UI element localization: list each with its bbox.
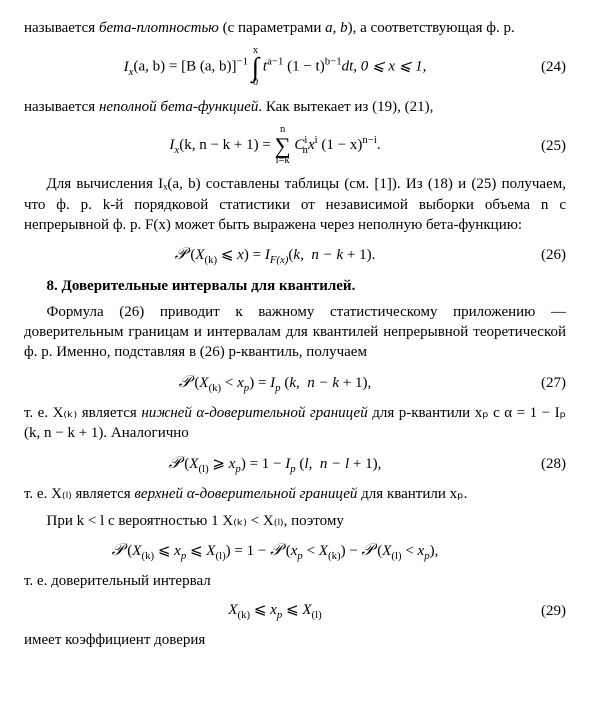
sum-icon: n ∑ i=k	[275, 125, 291, 166]
para-k-lt-l: При k < l с вероятностью 1 X₍ₖ₎ < X₍ₗ₎, …	[24, 511, 566, 531]
equation-24-number: (24)	[526, 57, 566, 77]
para-upper-bound: т. е. X₍ₗ₎ является верхней α-доверитель…	[24, 484, 566, 504]
equation-unnumbered-body: 𝒫 (X(k) ⩽ xp ⩽ X(l)) = 1 − 𝒫 (xp < X(k))…	[24, 539, 526, 564]
para-incomplete-beta: называется неполной бета-функцией. Как в…	[24, 97, 566, 117]
equation-28-body: 𝒫 (X(l) ⩾ xp) = 1 − Ip (l, n − l + 1),	[24, 452, 526, 477]
equation-24: Ix(a, b) = [B (a, b)]−1 x ∫ 0 ta−1 (1 − …	[24, 46, 566, 89]
equation-25-number: (25)	[526, 136, 566, 156]
equation-28-number: (28)	[526, 454, 566, 474]
section-8-heading: 8. Доверительные интервалы для квантилей…	[24, 276, 566, 296]
equation-24-body: Ix(a, b) = [B (a, b)]−1 x ∫ 0 ta−1 (1 − …	[24, 46, 526, 89]
equation-26: 𝒫 (X(k) ⩽ x) = IF(x)(k, n − k + 1). (26)	[24, 243, 566, 268]
para-formula-26: Формула (26) приводит к важному статисти…	[24, 302, 566, 363]
para-beta-density: называется бета-плотностью (с параметрам…	[24, 18, 566, 38]
equation-29-body: X(k) ⩽ xp ⩽ X(l)	[24, 600, 526, 623]
integral-icon: x ∫ 0	[252, 46, 259, 89]
equation-29: X(k) ⩽ xp ⩽ X(l) (29)	[24, 600, 566, 623]
equation-27-body: 𝒫 (X(k) < xp) = Ip (k, n − k + 1),	[24, 371, 526, 396]
equation-26-body: 𝒫 (X(k) ⩽ x) = IF(x)(k, n − k + 1).	[24, 243, 526, 268]
equation-25: Ix(k, n − k + 1) = n ∑ i=k Cinxi (1 − x)…	[24, 125, 566, 166]
equation-unnumbered: 𝒫 (X(k) ⩽ xp ⩽ X(l)) = 1 − 𝒫 (xp < X(k))…	[24, 539, 566, 564]
equation-26-number: (26)	[526, 245, 566, 265]
para-confidence-coeff: имеет коэффициент доверия	[24, 630, 566, 650]
equation-27-number: (27)	[526, 373, 566, 393]
para-conf-interval: т. е. доверительный интервал	[24, 571, 566, 591]
equation-25-body: Ix(k, n − k + 1) = n ∑ i=k Cinxi (1 − x)…	[24, 125, 526, 166]
para-lower-bound: т. е. X₍ₖ₎ является нижней α-доверительн…	[24, 403, 566, 444]
equation-27: 𝒫 (X(k) < xp) = Ip (k, n − k + 1), (27)	[24, 371, 566, 396]
equation-28: 𝒫 (X(l) ⩾ xp) = 1 − Ip (l, n − l + 1), (…	[24, 452, 566, 477]
para-tables: Для вычисления Iₓ(a, b) составлены табли…	[24, 174, 566, 235]
equation-29-number: (29)	[526, 601, 566, 621]
